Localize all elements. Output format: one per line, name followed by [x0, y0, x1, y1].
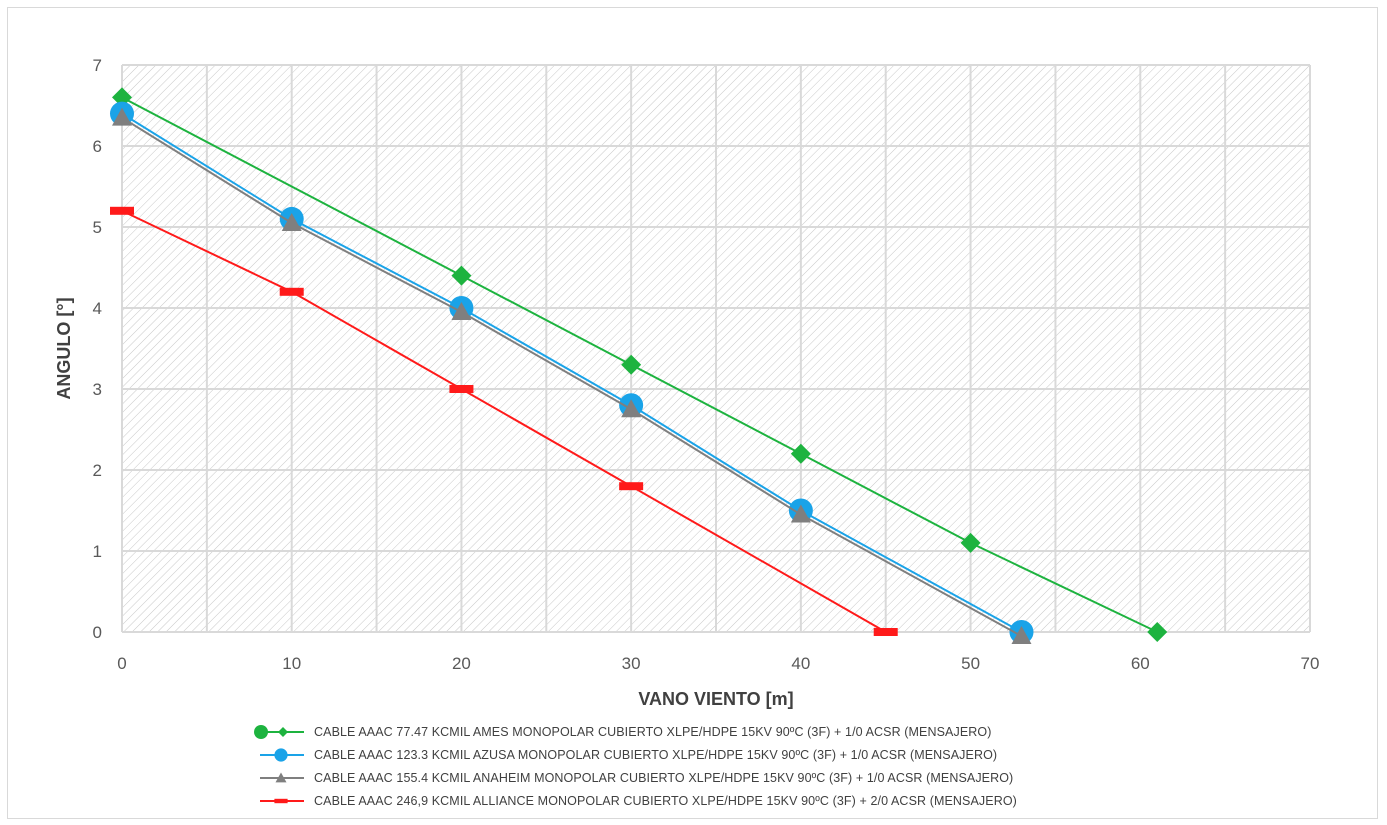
series-layer: [110, 87, 1168, 645]
legend-marker-3: [275, 772, 287, 782]
legend-marker-2: [274, 747, 288, 762]
legend-swatch-2: [260, 747, 304, 762]
y-axis-title: ANGULO [°]: [54, 297, 74, 399]
legend-marker-1a: [254, 724, 268, 739]
y-tick-label: 7: [93, 56, 102, 75]
legend-item-series-1: CABLE AAAC 77.47 KCMIL AMES MONOPOLAR CU…: [252, 720, 1352, 743]
legend-item-series-3: CABLE AAAC 155.4 KCMIL ANAHEIM MONOPOLAR…: [252, 766, 1352, 789]
x-tick-label: 0: [117, 654, 126, 673]
axis-ticks: 0 10 20 30 40 50 60 70 0 1 2 3 4 5 6 7: [93, 56, 1320, 673]
x-tick-label: 30: [622, 654, 641, 673]
legend-item-series-2: CABLE AAAC 123.3 KCMIL AZUSA MONOPOLAR C…: [252, 743, 1352, 766]
y-tick-label: 4: [93, 299, 102, 318]
data-point-s4-2: [279, 287, 304, 296]
data-point-s1-3: [621, 354, 642, 375]
data-point-s4-4: [619, 482, 644, 491]
x-tick-label: 10: [282, 654, 301, 673]
data-point-s4-5: [873, 628, 898, 636]
legend-label-2: CABLE AAAC 123.3 KCMIL AZUSA MONOPOLAR C…: [314, 747, 998, 762]
gridlines: [121, 64, 1311, 633]
data-point-s3-4: [621, 399, 642, 418]
data-point-s4-1: [110, 206, 134, 215]
series-3: [112, 107, 1032, 645]
legend-swatch-4: [260, 798, 304, 803]
x-tick-label: 70: [1301, 654, 1320, 673]
series-1: [112, 87, 1168, 642]
y-tick-label: 6: [93, 137, 102, 156]
legend-label-4: CABLE AAAC 246,9 KCMIL ALLIANCE MONOPOLA…: [314, 793, 1017, 808]
legend-marker-4: [274, 798, 288, 803]
y-tick-label: 0: [93, 623, 102, 642]
x-tick-label: 40: [791, 654, 810, 673]
data-point-s4-3: [449, 385, 474, 393]
legend-label-3: CABLE AAAC 155.4 KCMIL ANAHEIM MONOPOLAR…: [314, 770, 1014, 785]
data-point-s3-5: [790, 504, 811, 523]
legend-label-1: CABLE AAAC 77.47 KCMIL AMES MONOPOLAR CU…: [314, 724, 992, 739]
x-tick-label: 50: [961, 654, 980, 673]
x-tick-label: 20: [452, 654, 471, 673]
x-tick-label: 60: [1131, 654, 1150, 673]
data-point-s1-4: [790, 443, 811, 464]
data-point-s1-6: [1147, 622, 1168, 642]
legend-swatch-1: [254, 724, 304, 739]
y-tick-label: 5: [93, 218, 102, 237]
data-point-s3-3: [451, 302, 472, 321]
y-tick-label: 2: [93, 461, 102, 480]
data-point-s3-2: [281, 212, 302, 231]
series-4: [110, 206, 898, 636]
legend-item-series-4: CABLE AAAC 246,9 KCMIL ALLIANCE MONOPOLA…: [252, 789, 1352, 812]
y-tick-label: 3: [93, 380, 102, 399]
data-point-s3-6: [1011, 626, 1032, 645]
data-point-s1-1: [112, 87, 132, 108]
legend: CABLE AAAC 77.47 KCMIL AMES MONOPOLAR CU…: [252, 720, 1352, 812]
series-line-1: [121, 96, 1158, 633]
legend-marker-1b: [278, 726, 288, 737]
x-axis-title: VANO VIENTO [m]: [638, 689, 793, 709]
data-point-s3-1: [112, 107, 132, 126]
data-point-s1-2: [451, 265, 472, 286]
legend-swatch-3: [260, 772, 304, 782]
data-point-s1-5: [960, 532, 981, 553]
series-line-3: [121, 116, 1022, 637]
y-tick-label: 1: [93, 542, 102, 561]
series-line-2: [121, 112, 1022, 633]
